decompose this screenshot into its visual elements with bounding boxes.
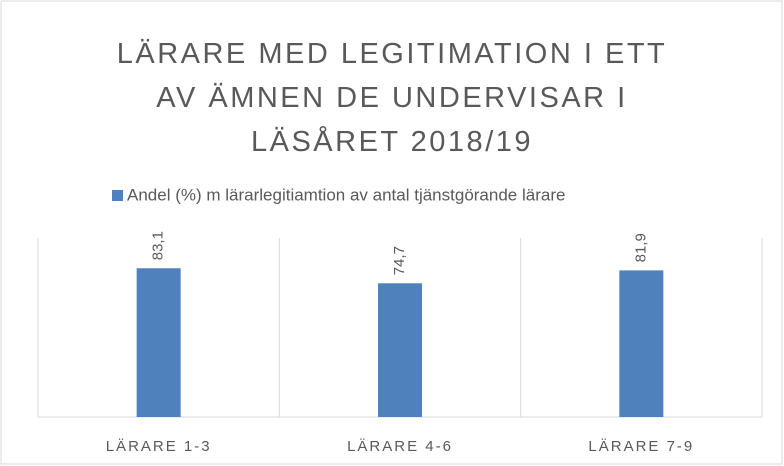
chart-title: LÄRARE MED LEGITIMATION I ETT AV ÄMNEN D…	[116, 38, 677, 158]
legend-swatch	[112, 190, 123, 201]
data-label: 74,7	[391, 246, 408, 275]
bar	[136, 268, 181, 417]
bar	[378, 283, 422, 417]
x-tick-label: LÄRARE 4-6	[347, 438, 453, 455]
x-tick-label: LÄRARE 7-9	[588, 438, 694, 455]
x-tick-label: LÄRARE 1-3	[106, 438, 212, 455]
bar	[619, 270, 664, 417]
legend-label: Andel (%) m lärarlegitiamtion av antal t…	[127, 185, 565, 204]
data-label: 83,1	[150, 231, 167, 260]
data-label: 81,9	[632, 233, 649, 262]
